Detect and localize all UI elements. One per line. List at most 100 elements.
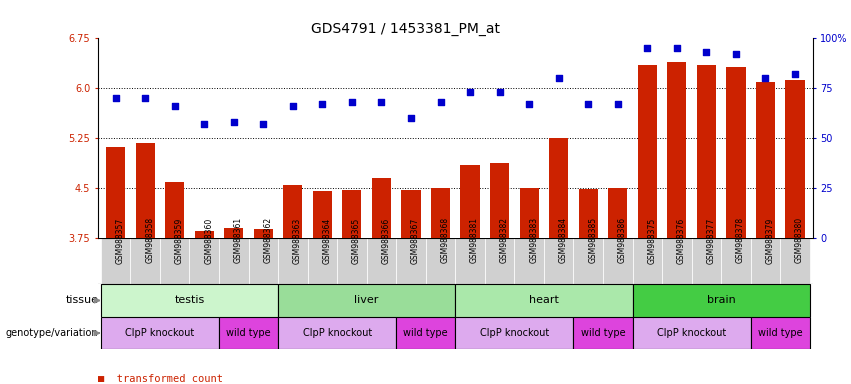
Bar	[431, 188, 450, 238]
Text: GSM988359: GSM988359	[174, 217, 184, 263]
Text: wild type: wild type	[403, 328, 448, 338]
Bar	[662, 238, 692, 284]
Bar	[219, 238, 248, 284]
Bar	[190, 238, 219, 284]
Point	[316, 101, 329, 108]
Point	[404, 115, 418, 121]
Bar	[574, 317, 632, 349]
Bar	[100, 317, 219, 349]
Bar	[195, 232, 214, 238]
Bar	[455, 238, 485, 284]
Bar	[632, 238, 662, 284]
Point	[758, 75, 772, 81]
Bar	[397, 317, 455, 349]
Bar	[278, 284, 455, 317]
Point	[670, 45, 683, 51]
Bar	[100, 238, 130, 284]
Text: ClpP knockout: ClpP knockout	[125, 328, 195, 338]
Bar	[278, 317, 397, 349]
Bar	[490, 163, 509, 238]
Text: GSM988365: GSM988365	[352, 217, 361, 263]
Text: GSM988383: GSM988383	[529, 217, 538, 263]
Bar	[667, 62, 687, 238]
Bar	[455, 284, 632, 317]
Bar	[100, 284, 278, 317]
Point	[700, 49, 713, 55]
Bar	[397, 238, 426, 284]
Point	[374, 99, 388, 105]
Bar	[372, 178, 391, 238]
Text: GSM988386: GSM988386	[618, 217, 626, 263]
Text: GSM988376: GSM988376	[677, 217, 686, 263]
Point	[109, 95, 123, 101]
Bar	[603, 238, 632, 284]
Point	[523, 101, 536, 108]
Bar	[254, 229, 273, 238]
Bar	[106, 147, 125, 238]
Text: GSM988364: GSM988364	[323, 217, 331, 263]
Bar	[692, 238, 721, 284]
Text: GSM988377: GSM988377	[706, 217, 716, 263]
Point	[139, 95, 152, 101]
Text: ClpP knockout: ClpP knockout	[657, 328, 726, 338]
Text: tissue: tissue	[66, 295, 99, 306]
Text: GSM988378: GSM988378	[736, 217, 745, 263]
Bar	[574, 238, 603, 284]
Point	[611, 101, 625, 108]
Bar	[785, 80, 804, 238]
Point	[197, 121, 211, 127]
Text: GSM988362: GSM988362	[263, 217, 272, 263]
Bar	[751, 238, 780, 284]
Text: liver: liver	[355, 295, 379, 306]
Point	[551, 75, 565, 81]
Bar	[519, 188, 539, 238]
Bar	[307, 238, 337, 284]
Text: GSM988379: GSM988379	[765, 217, 774, 263]
Point	[434, 99, 448, 105]
Text: GSM988385: GSM988385	[588, 217, 597, 263]
Bar	[756, 82, 775, 238]
Text: GSM988381: GSM988381	[470, 217, 479, 263]
Point	[493, 89, 506, 95]
Text: GSM988382: GSM988382	[500, 217, 509, 263]
Text: GSM988363: GSM988363	[293, 217, 302, 263]
Bar	[721, 238, 751, 284]
Point	[788, 71, 802, 78]
Text: GSM988367: GSM988367	[411, 217, 420, 263]
Text: GSM988380: GSM988380	[795, 217, 804, 263]
Bar	[697, 65, 716, 238]
Point	[729, 51, 743, 58]
Bar	[402, 190, 420, 238]
Bar	[337, 238, 367, 284]
Bar	[160, 238, 190, 284]
Text: genotype/variation: genotype/variation	[6, 328, 99, 338]
Text: GSM988360: GSM988360	[204, 217, 214, 263]
Bar	[426, 238, 455, 284]
Bar	[751, 317, 810, 349]
Bar	[460, 165, 480, 238]
Bar	[283, 185, 302, 238]
Point	[581, 101, 595, 108]
Text: GSM988384: GSM988384	[558, 217, 568, 263]
Bar	[632, 317, 751, 349]
Point	[168, 103, 181, 109]
Bar	[485, 238, 514, 284]
Text: ClpP knockout: ClpP knockout	[302, 328, 372, 338]
Text: wild type: wild type	[580, 328, 625, 338]
Bar	[637, 65, 657, 238]
Point	[286, 103, 300, 109]
Bar	[544, 238, 574, 284]
Text: wild type: wild type	[226, 328, 271, 338]
Text: GSM988375: GSM988375	[648, 217, 656, 263]
Bar	[367, 238, 397, 284]
Bar	[224, 228, 243, 238]
Point	[346, 99, 359, 105]
Bar	[342, 190, 362, 238]
Bar	[579, 189, 597, 238]
Text: ClpP knockout: ClpP knockout	[480, 328, 549, 338]
Bar	[130, 238, 160, 284]
Bar	[455, 317, 574, 349]
Bar	[165, 182, 185, 238]
Bar	[219, 317, 278, 349]
Point	[227, 119, 241, 125]
